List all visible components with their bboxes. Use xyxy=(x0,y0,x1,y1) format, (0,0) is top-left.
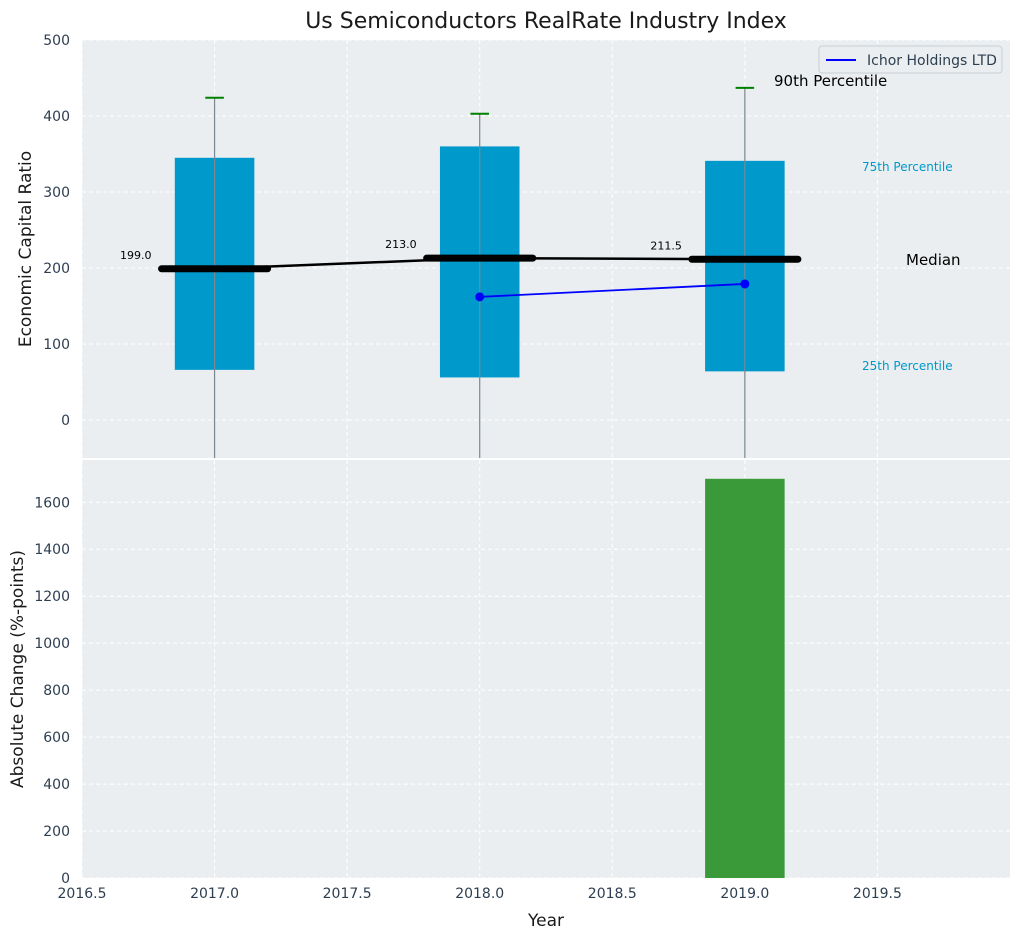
bottom-plot-area xyxy=(82,460,1010,878)
median-value-label: 211.5 xyxy=(650,239,682,252)
bottom-y-axis-label: Absolute Change (%-points) xyxy=(8,550,28,788)
bottom-y-tick-label: 800 xyxy=(43,683,70,699)
top-y-tick-label: 0 xyxy=(61,413,70,429)
bottom-y-tick-label: 200 xyxy=(43,824,70,840)
top-panel: 0 100 200 300 400 500 199.0 213.0 211.5 90th Perc… xyxy=(43,33,1010,458)
bottom-panel: 0 200 400 600 800 1000 1200 1400 1600 xyxy=(34,460,1010,887)
x-tick-label: 2019.0 xyxy=(720,886,769,902)
company-series-line xyxy=(479,283,745,298)
bottom-y-tick-label: 0 xyxy=(61,871,70,887)
x-axis-label: Year xyxy=(527,911,564,931)
legend-entry: Ichor Holdings LTD xyxy=(867,53,997,69)
bottom-y-tick-label: 1200 xyxy=(34,589,70,605)
top-y-tick-label: 400 xyxy=(43,109,70,125)
legend: Ichor Holdings LTD xyxy=(818,45,1003,74)
annotation-median: Median xyxy=(906,251,961,269)
legend-box xyxy=(818,45,1003,74)
x-tick-label: 2016.5 xyxy=(58,886,107,902)
median-value-label: 199.0 xyxy=(120,249,152,262)
annotation-p90: 90th Percentile xyxy=(774,72,887,90)
x-tick-label: 2017.5 xyxy=(323,886,372,902)
bottom-y-tick-label: 1400 xyxy=(34,542,70,558)
x-tick-label: 2018.0 xyxy=(455,886,504,902)
change-bar xyxy=(705,478,785,878)
x-axis: 2016.5 2017.0 2017.5 2018.0 2018.5 2019.0 2019… xyxy=(58,886,902,902)
top-y-tick-label: 500 xyxy=(43,33,70,49)
median-value-label: 213.0 xyxy=(385,238,417,251)
median-trend-line xyxy=(214,256,745,271)
annotation-p75: 75th Percentile xyxy=(862,160,953,174)
bottom-y-tick-label: 400 xyxy=(43,777,70,793)
box-plot-group xyxy=(158,86,802,458)
x-tick-label: 2017.0 xyxy=(190,886,239,902)
company-series-point xyxy=(740,279,750,289)
top-y-tick-label: 100 xyxy=(43,337,70,353)
top-y-tick-label: 200 xyxy=(43,261,70,277)
company-series-point xyxy=(475,292,485,302)
bottom-y-tick-label: 1000 xyxy=(34,636,70,652)
bottom-y-tick-label: 600 xyxy=(43,730,70,746)
top-y-axis-label: Economic Capital Ratio xyxy=(16,151,36,347)
x-tick-label: 2019.5 xyxy=(853,886,902,902)
bottom-y-tick-label: 1600 xyxy=(34,495,70,511)
annotation-p25: 25th Percentile xyxy=(862,359,953,373)
top-y-tick-label: 300 xyxy=(43,185,70,201)
chart-title: Us Semiconductors RealRate Industry Inde… xyxy=(305,9,787,34)
x-tick-label: 2018.5 xyxy=(588,886,637,902)
